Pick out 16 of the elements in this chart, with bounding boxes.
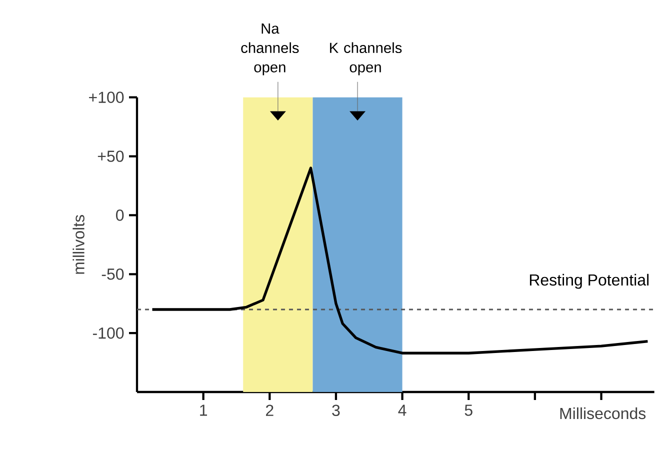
x-tick-label: 1 xyxy=(200,404,207,416)
x-axis-title: Milliseconds xyxy=(560,407,646,420)
ref-line-label: Resting Potential xyxy=(530,274,649,289)
line-series xyxy=(150,166,650,354)
y-tick-label: -100 xyxy=(92,327,124,339)
x-tick-label: 2 xyxy=(266,404,274,416)
y-tick-label: -50 xyxy=(102,268,124,280)
y-tick-label: 0 xyxy=(116,210,124,221)
y-axis-title: millivolts xyxy=(72,215,84,274)
band-label: Na channels open xyxy=(241,24,299,76)
x-tick-label: 5 xyxy=(464,404,472,416)
y-tick-label: +100 xyxy=(89,92,124,103)
band-label: K channels open xyxy=(330,42,402,76)
y-tick-label: +50 xyxy=(98,150,124,162)
x-tick-label: 4 xyxy=(398,404,406,416)
x-tick-label: 3 xyxy=(332,404,340,416)
